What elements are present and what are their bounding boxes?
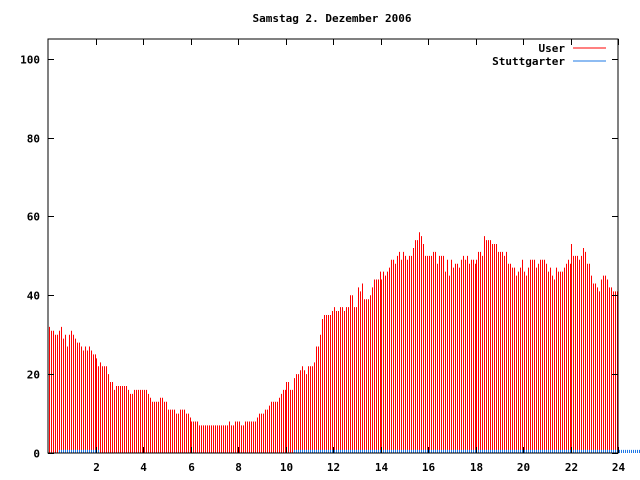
x-tick-label: 12 <box>327 461 340 474</box>
x-tick-label: 10 <box>280 461 293 474</box>
x-tick-label: 18 <box>470 461 483 474</box>
y-tick-label: 60 <box>27 211 40 224</box>
legend-label-stuttgarter: Stuttgarter <box>492 55 565 68</box>
plot-border <box>47 38 619 454</box>
y-tick-label: 0 <box>33 448 40 461</box>
x-tick-label: 22 <box>565 461 578 474</box>
x-tick-label: 14 <box>375 461 389 474</box>
legend: User Stuttgarter <box>492 42 606 68</box>
legend-label-user: User <box>539 42 566 55</box>
x-tick-label: 24 <box>612 461 626 474</box>
x-tick-label: 4 <box>140 461 147 474</box>
x-tick-label: 16 <box>422 461 436 474</box>
x-tick-label: 2 <box>93 461 100 474</box>
y-tick-label: 80 <box>27 133 40 146</box>
y-tick-label: 40 <box>27 290 40 303</box>
plot-bars <box>49 232 640 453</box>
x-tick-label: 8 <box>235 461 242 474</box>
x-tick-label: 20 <box>517 461 530 474</box>
y-tick-label: 20 <box>27 369 40 382</box>
x-tick-label: 6 <box>188 461 195 474</box>
y-tick-label: 100 <box>20 54 40 67</box>
chart-title: Samstag 2. Dezember 2006 <box>253 12 412 25</box>
